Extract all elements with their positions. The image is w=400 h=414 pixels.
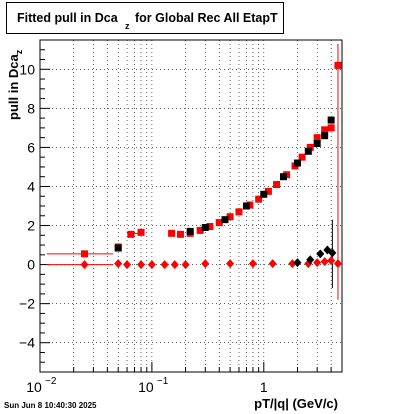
series-0-point (313, 134, 321, 142)
y-axis-label-subscript: z (14, 49, 24, 55)
series-0-point (264, 187, 272, 195)
series-2-point (226, 259, 235, 269)
timestamp: Sun Jun 8 10:40:30 2025 (4, 401, 97, 410)
series-0-point (334, 61, 342, 69)
series-2-point (160, 260, 169, 270)
y-tick-label: 2 (27, 218, 35, 234)
series-3-point (306, 255, 315, 265)
y-axis-label-main: pull in Dca (6, 54, 21, 120)
chart-title-box: Fitted pull in Dca z for Global Rec All … (6, 2, 284, 34)
y-axis-label: pull in Dcaz (6, 49, 24, 120)
x-tick-label-exponent: −1 (157, 376, 169, 387)
series-1-point (201, 223, 209, 231)
series-1-point (293, 159, 301, 167)
series-2-point (114, 259, 123, 269)
series-2-point (137, 260, 146, 270)
series-1-point (327, 116, 335, 124)
series-0-point (168, 229, 176, 237)
chart-title: Fitted pull in Dca (17, 11, 118, 25)
series-0-point (196, 226, 204, 234)
series-0-point (215, 219, 223, 227)
y-tick-label: 6 (27, 139, 35, 155)
chart-title-tail: for Global Rec All EtapT (135, 11, 278, 25)
series-2-point (288, 259, 297, 269)
y-tick-label: −2 (19, 296, 35, 312)
series-0-point (321, 126, 329, 134)
y-tick-label: −4 (19, 335, 35, 351)
series-2-point (327, 256, 336, 266)
series-2-point (320, 257, 329, 267)
series-0-point (226, 213, 234, 221)
x-tick-label: 1 (260, 379, 268, 395)
series-2-point (123, 260, 132, 270)
x-tick-label-exponent: −2 (45, 376, 57, 387)
series-1-point (260, 190, 268, 198)
series-0-point (306, 143, 314, 151)
series-2-point (313, 258, 322, 268)
y-tick-label: 0 (27, 257, 35, 273)
series-0-point (127, 230, 135, 238)
x-tick-label: 10 (26, 379, 42, 395)
chart-title-subscript: z (125, 21, 130, 31)
x-tick-label: 10 (138, 379, 154, 395)
series-1-point (279, 173, 287, 181)
series-2-point (268, 259, 277, 269)
y-tick-label: 10 (19, 61, 35, 77)
series-1-point (304, 147, 312, 155)
series-2-point (170, 260, 179, 270)
series-1-point (114, 244, 122, 252)
series-3-point (293, 258, 302, 268)
series-0-point (298, 153, 306, 161)
series-0-point (81, 250, 89, 258)
series-2-point (333, 259, 342, 269)
series-0-point (235, 208, 243, 216)
series-2-point (147, 260, 156, 270)
series-0-point (206, 223, 214, 231)
series-2-point (80, 260, 89, 270)
series-2-point (248, 259, 257, 269)
x-axis-label: pT/|q| (GeV/c) (254, 396, 338, 411)
series-0-point (327, 124, 335, 132)
series-0-point (137, 228, 145, 236)
series-1-point (321, 132, 329, 140)
series-1-point (186, 227, 194, 235)
series-0-point (273, 181, 281, 189)
series-2-point (181, 260, 190, 270)
series-3-point (328, 248, 337, 258)
series-1-point (221, 216, 229, 224)
y-tick-label: 4 (27, 178, 35, 194)
series-3-point (316, 249, 325, 259)
series-1-point (242, 202, 250, 210)
series-0-point (176, 230, 184, 238)
plot-frame (39, 39, 343, 373)
series-0-point (255, 195, 263, 203)
y-tick-label: 8 (27, 100, 35, 116)
series-2-point (201, 259, 210, 269)
series-1-point (313, 140, 321, 148)
